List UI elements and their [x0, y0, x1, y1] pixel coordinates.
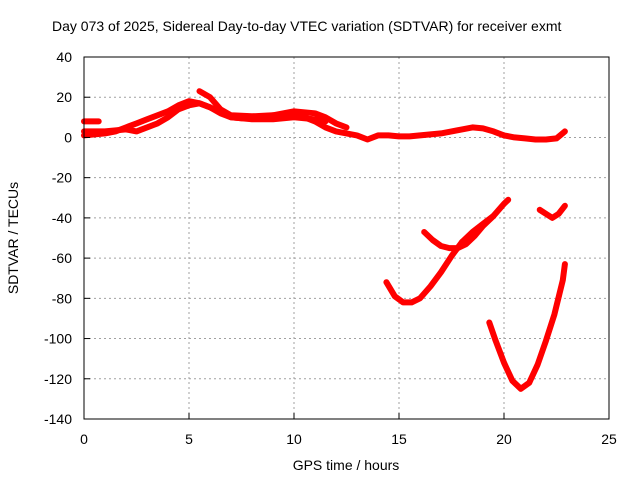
x-tick-label: 25 — [601, 431, 617, 447]
x-tick-label: 0 — [80, 431, 88, 447]
y-tick-label: -80 — [52, 290, 72, 306]
series-line-7 — [459, 212, 497, 245]
data-series — [81, 88, 568, 392]
y-tick-label: -60 — [52, 250, 72, 266]
x-axis-label: GPS time / hours — [293, 457, 400, 473]
series-line-6 — [421, 196, 512, 252]
y-tick-label: -20 — [52, 170, 72, 186]
series-line-9 — [536, 202, 568, 221]
series-line-5 — [383, 239, 465, 306]
y-tick-label: -40 — [52, 210, 72, 226]
y-tick-label: 20 — [56, 89, 72, 105]
chart-title: Day 073 of 2025, Sidereal Day-to-day VTE… — [52, 18, 561, 34]
x-tick-labels: 0 5 10 15 20 25 — [80, 413, 617, 447]
y-tick-label: 0 — [64, 129, 72, 145]
series-line-2 — [81, 100, 329, 135]
x-tick-label: 10 — [286, 431, 302, 447]
series-line-1 — [81, 98, 568, 143]
y-tick-label: -140 — [44, 411, 72, 427]
y-tick-label: 40 — [56, 49, 72, 65]
y-tick-label: -120 — [44, 371, 72, 387]
x-tick-label: 5 — [185, 431, 193, 447]
y-axis-label: SDTVAR / TECUs — [5, 182, 21, 294]
series-line-4 — [196, 88, 350, 131]
series-line-8 — [486, 261, 568, 392]
y-tick-labels: 40 20 0 -20 -40 -60 -80 -100 -120 -140 — [44, 49, 90, 427]
x-tick-label: 20 — [496, 431, 512, 447]
x-tick-label: 15 — [391, 431, 407, 447]
y-tick-label: -100 — [44, 331, 72, 347]
plot-frame — [83, 56, 610, 420]
